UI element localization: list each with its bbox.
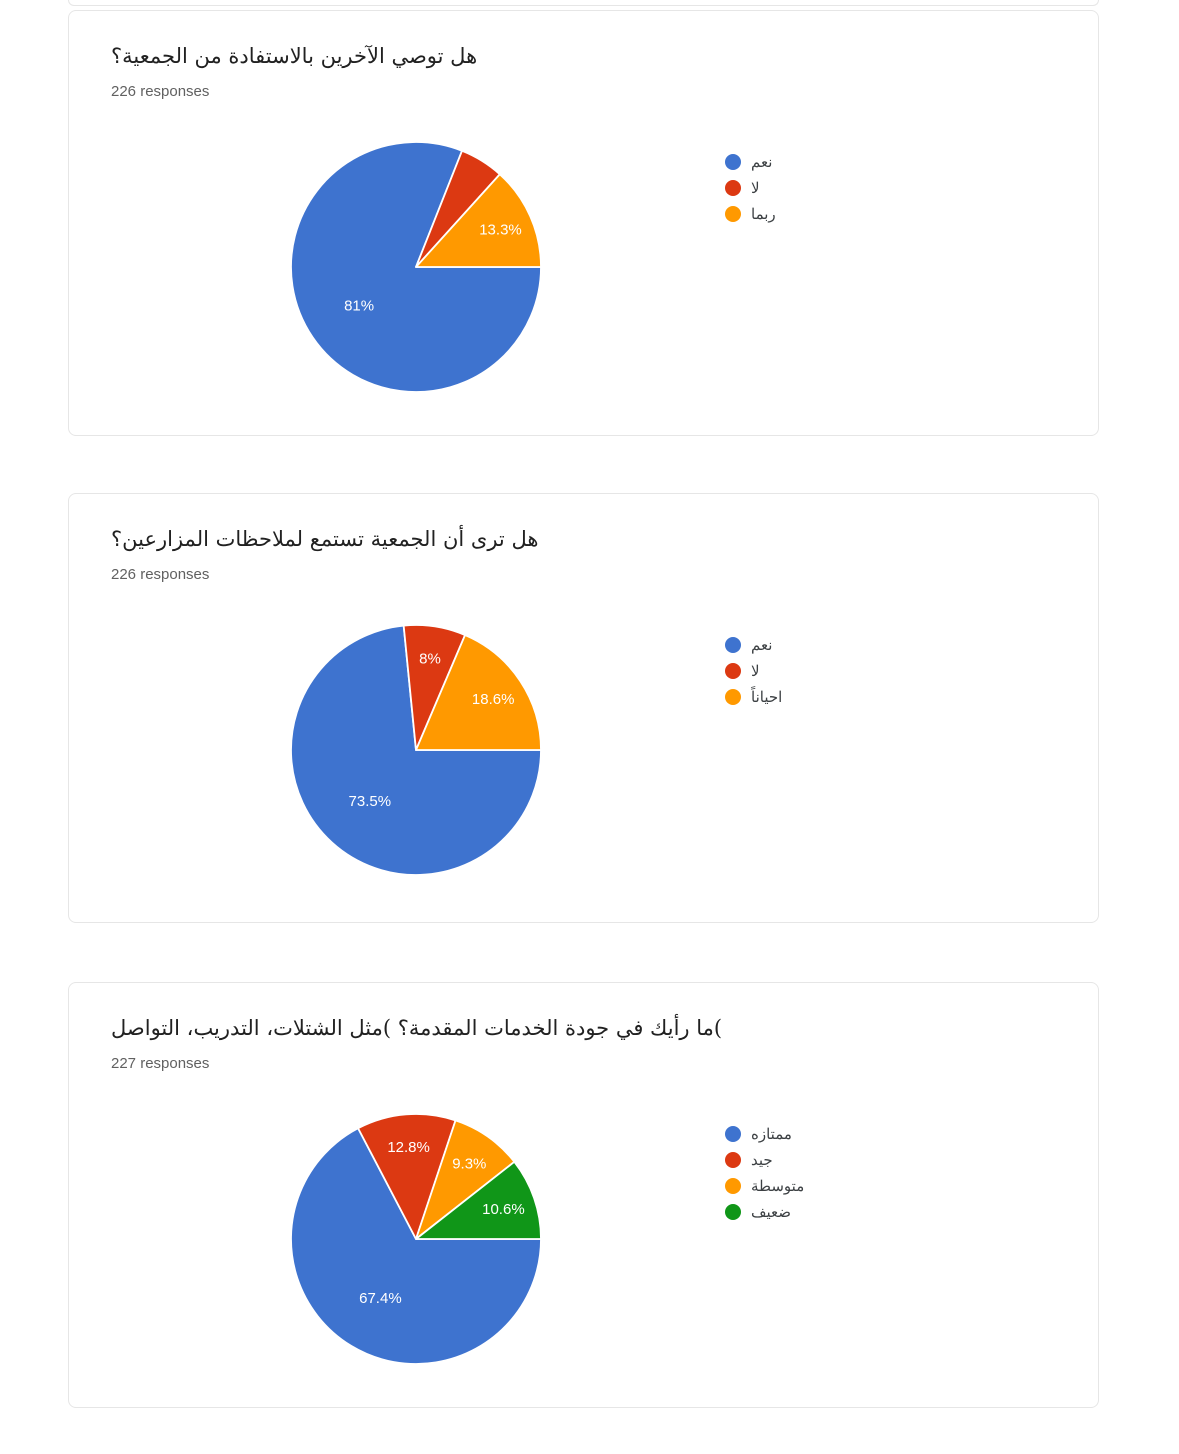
response-count: 226 responses [111,566,210,583]
slice-percent-label: 73.5% [349,793,392,810]
slice-percent-label: 67.4% [359,1290,402,1307]
slice-percent-label: 12.8% [387,1139,430,1156]
legend-color-dot [725,154,741,170]
legend-label: احياناً [751,689,783,706]
legend-label: لا [751,180,760,197]
legend-item: ضعيف [725,1199,804,1225]
question-card-2: هل ترى أن الجمعية تستمع لملاحظات المزارع… [68,493,1099,923]
legend-color-dot [725,1126,741,1142]
pie-slice[interactable] [290,1127,542,1365]
legend-item: لا [725,658,782,684]
pie-chart-1: 81% 13.3% [290,141,542,393]
pie-slice[interactable] [415,634,542,751]
legend-color-dot [725,1204,741,1220]
legend-label: ممتازه [751,1126,792,1143]
legend-item: ربما [725,201,776,227]
question-card-3: )ما رأيك في جودة الخدمات المقدمة؟ )مثل ا… [68,982,1099,1408]
legend-color-dot [725,180,741,196]
legend-item: احياناً [725,684,782,710]
legend-color-dot [725,1178,741,1194]
legend-color-dot [725,689,741,705]
legend-label: جيد [751,1152,773,1169]
legend-label: نعم [751,154,773,171]
legend-label: ربما [751,206,776,223]
response-count: 227 responses [111,1055,210,1072]
question-card-1: هل توصي الآخرين بالاستفادة من الجمعية؟ 2… [68,10,1099,436]
slice-percent-label: 13.3% [479,222,522,239]
question-title: )ما رأيك في جودة الخدمات المقدمة؟ )مثل ا… [111,1016,723,1040]
legend-item: جيد [725,1147,804,1173]
slice-percent-label: 9.3% [452,1155,486,1172]
legend-label: ضعيف [751,1204,792,1221]
slice-percent-label: 8% [419,651,441,668]
pie-slice[interactable] [357,1113,457,1240]
legend-item: ممتازه [725,1121,804,1147]
pie-chart-3: 67.4% 12.8% 9.3% 10.6% [290,1113,542,1365]
legend-label: نعم [751,637,773,654]
pie-chart-2: 73.5% 8% 18.6% [290,624,542,876]
legend-color-dot [725,1152,741,1168]
legend-color-dot [725,637,741,653]
legend-item: نعم [725,149,776,175]
question-title: هل ترى أن الجمعية تستمع لملاحظات المزارع… [111,527,539,551]
legend-color-dot [725,663,741,679]
chart-legend-3: ممتازه جيد متوسطة ضعيف [725,1121,804,1225]
chart-legend-1: نعم لا ربما [725,149,776,227]
slice-percent-label: 18.6% [472,691,515,708]
legend-label: لا [751,663,760,680]
pie-slice[interactable] [415,173,542,268]
pie-slice[interactable] [290,141,542,393]
legend-label: متوسطة [751,1178,805,1195]
chart-legend-2: نعم لا احياناً [725,632,782,710]
previous-card-bottom-edge [68,0,1099,6]
legend-item: متوسطة [725,1173,804,1199]
response-count: 226 responses [111,83,210,100]
slice-percent-label: 10.6% [482,1201,525,1218]
pie-slice[interactable] [415,1160,542,1240]
legend-color-dot [725,206,741,222]
legend-item: نعم [725,632,782,658]
question-title: هل توصي الآخرين بالاستفادة من الجمعية؟ [111,44,478,68]
legend-item: لا [725,175,776,201]
slice-percent-label: 81% [344,298,374,315]
